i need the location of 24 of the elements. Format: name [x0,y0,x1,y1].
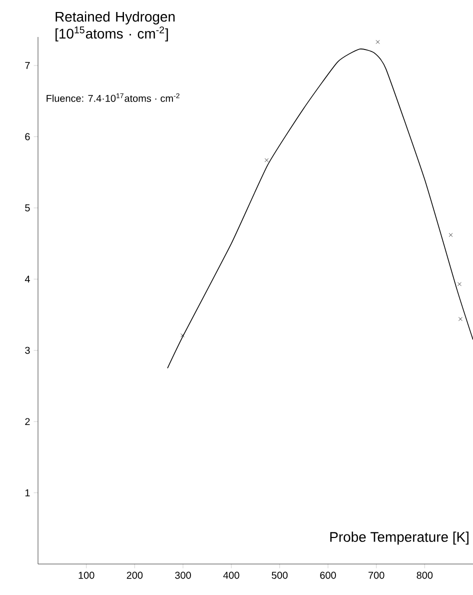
y-tick-label: 4 [24,276,30,283]
y-axis-title: Retained Hydrogen [10$^{15}$atoms · cm$^{-2}$] [56,11,175,42]
x-tick-label: 500 [272,572,288,579]
point [458,317,462,321]
x-tick-label: 700 [368,572,384,579]
x-tick-label: 200 [126,572,143,579]
y-tick-label: 2 [25,418,30,426]
x-tick-label: 300 [175,572,191,579]
point [448,233,453,237]
point [458,282,462,286]
x-axis-title: Probe Temperature [K] [330,532,468,545]
y-tick-label: 5 [25,204,30,212]
y-tick-label: 6 [25,133,30,140]
y-tick-label: 7 [25,62,30,69]
x-tick-label: 800 [416,572,433,579]
point [264,158,269,162]
x-tick-label: 600 [320,572,336,579]
x-tick-label: 100 [78,572,94,579]
point [180,333,184,338]
y-tick-label: 3 [25,346,30,354]
annotation: Fluence: 7.4·10$^{17}$atoms · cm$^{-2}$ [46,93,180,102]
point [376,40,380,44]
y-tick-label: 1 [25,489,30,496]
x-tick-label: 400 [223,572,240,579]
